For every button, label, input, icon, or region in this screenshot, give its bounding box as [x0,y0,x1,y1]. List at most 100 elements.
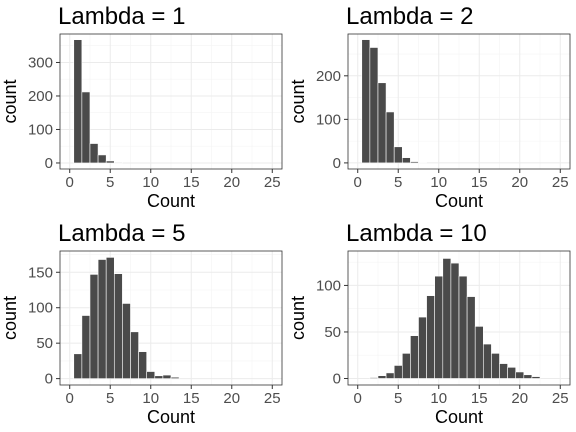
y-tick-label: 100 [316,111,341,128]
histogram-bar [73,39,83,164]
x-tick-label: 0 [354,390,362,407]
x-tick-label: 5 [394,174,402,191]
y-tick-label: 0 [333,155,341,172]
y-axis-title: count [288,79,308,123]
x-tick-label: 20 [223,390,240,407]
y-tick-label: 300 [28,54,53,71]
y-tick-label: 0 [45,155,53,172]
histogram-bar [81,91,91,164]
panel-border [59,250,283,386]
panel-border [347,250,571,386]
y-tick-label: 100 [28,300,53,317]
histogram-bar [385,372,395,379]
y-tick-label: 50 [324,324,341,341]
histogram-bar [81,315,91,379]
histogram-bar [369,377,379,379]
panel-4: 0 5 10 15 20 25 0 50 100 Count count Lambda = 10 [288,220,571,427]
histogram-bar [162,374,172,379]
histogram-bar [377,82,387,164]
x-tick-label: 15 [471,174,488,191]
panel-2: 0 5 10 15 20 25 0 100 200 Count count Lambda = 2 [288,3,571,211]
x-tick-label: 10 [142,390,159,407]
x-tick-label: 5 [394,390,402,407]
x-tick-label: 0 [66,390,74,407]
y-tick-label: 0 [333,370,341,387]
histogram-bar [138,351,147,379]
x-axis-title: Count [435,407,483,427]
histogram-bar [113,162,123,164]
histogram-bar [410,161,419,164]
x-tick-label: 5 [106,390,114,407]
panel-1: 0 5 10 15 20 25 0 100 200 300 Count count Lambda = 1 [0,3,283,211]
histogram-bar [401,353,411,379]
histogram-bar [361,39,371,164]
histogram-bar [73,353,83,379]
panel-title: Lambda = 2 [346,3,473,30]
histogram-bar [507,367,517,379]
y-tick-label: 100 [316,277,341,294]
x-tick-label: 10 [430,390,447,407]
histogram-bar [450,262,460,379]
y-axis-title: count [288,296,308,340]
histogram-bar [385,111,395,164]
y-tick-label: 0 [45,371,53,388]
histogram-bar [89,274,99,379]
histogram-bar [130,331,139,379]
y-tick-label: 200 [316,68,341,85]
histogram-bar [122,303,131,379]
x-tick-label: 20 [511,174,528,191]
x-tick-label: 25 [552,174,569,191]
histogram-bar [523,374,533,379]
y-tick-label: 50 [36,335,53,352]
histogram-bar [97,259,107,379]
histogram-bar [434,275,444,379]
histogram-bar [105,160,115,164]
histogram-bar [393,146,403,164]
x-tick-label: 15 [183,390,200,407]
histogram-bar [515,371,525,379]
histogram-bar [483,343,492,379]
x-axis-title: Count [435,191,483,211]
x-tick-label: 25 [264,174,281,191]
x-tick-label: 0 [354,174,362,191]
histogram-bar [146,371,156,379]
x-tick-label: 20 [511,390,528,407]
panel-title: Lambda = 10 [346,220,487,247]
histogram-bar [474,326,484,379]
y-tick-label: 200 [28,88,53,105]
panel-title: Lambda = 5 [58,220,185,247]
x-tick-label: 0 [66,174,74,191]
x-tick-label: 15 [471,390,488,407]
histogram-bar [466,296,476,379]
x-tick-label: 15 [183,174,200,191]
y-axis-title: count [0,79,20,123]
histogram-bar [426,295,435,379]
x-tick-label: 20 [223,174,240,191]
histogram-bar [89,143,99,164]
histogram-bar [170,376,180,379]
histogram-bar [410,335,419,379]
x-tick-label: 10 [142,174,159,191]
x-tick-label: 10 [430,174,447,191]
histogram-bar [491,353,500,379]
panel-border [347,33,571,170]
histogram-bar [97,154,107,164]
histogram-bar [369,47,379,164]
histogram-bar [401,157,411,164]
y-tick-label: 150 [28,264,53,281]
y-tick-label: 100 [28,121,53,138]
histogram-bar [154,375,164,379]
panel-title: Lambda = 1 [58,3,185,30]
y-axis-title: count [0,296,20,340]
x-tick-label: 25 [264,390,281,407]
x-axis-title: Count [147,407,195,427]
histogram-bar [113,273,123,379]
histogram-bar [458,275,468,379]
x-tick-label: 25 [552,390,569,407]
histogram-bar [393,365,403,379]
histogram-bar [442,258,452,379]
x-tick-label: 5 [106,174,114,191]
histogram-bar [105,257,115,379]
panel-3: 0 5 10 15 20 25 0 50 100 150 Count count Lambda = 5 [0,220,283,427]
